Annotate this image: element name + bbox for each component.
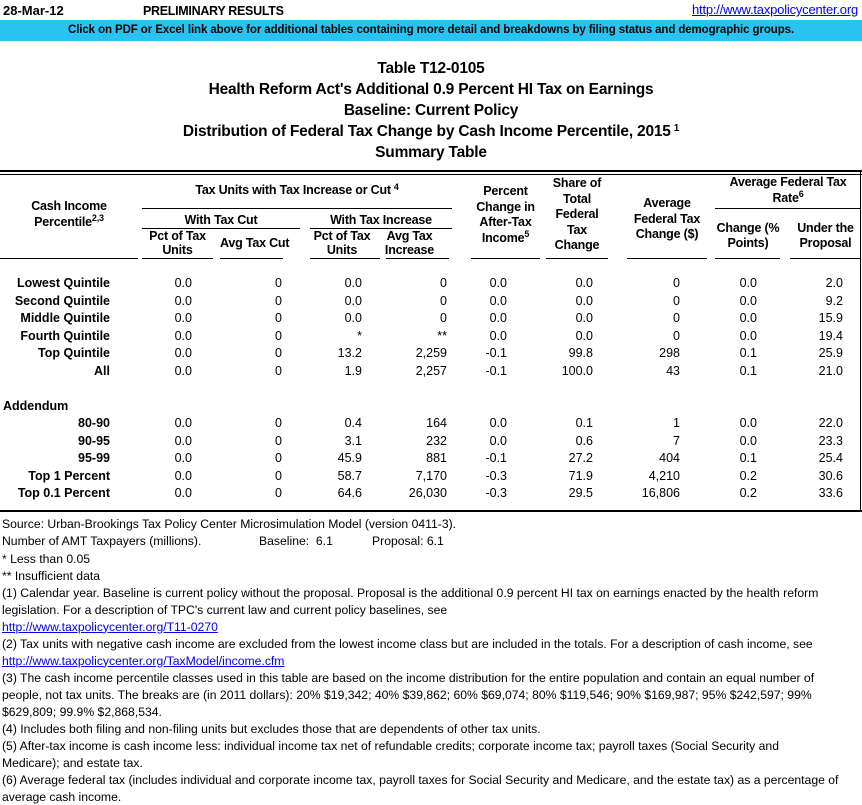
table-row-second-quintile: Second Quintile 0.0 0 0.0 0 0.0 0.0 0 0.0 9.2	[14, 293, 843, 308]
table-row-95-99: 95-99 0.0 0 45.9 881 -0.1 27.2 404 0.1 25.4	[78, 451, 843, 465]
header-underline-c3	[220, 258, 283, 260]
addendum-heading: Addendum	[3, 398, 69, 413]
header-underline-c1	[0, 258, 138, 260]
table-top-border-outer	[0, 170, 862, 172]
table-row-top-quintile: Top Quintile 0.0 0 13.2 2,259 -0.1 99.8 298 0.1…	[38, 346, 843, 360]
table-row-lowest-quintile: Lowest Quintile 0.0 0 0.0 0 0.0 0.0 0 0.0 2.0	[16, 276, 843, 290]
header-group-avg-federal-tax-rate: Average Federal Tax Rate6	[729, 175, 847, 205]
baseline-subtitle: Baseline: Current Policy	[343, 102, 519, 119]
footnote-5-line-1: (5) After-tax income is cash income less…	[2, 738, 779, 753]
table-row-top-01-percent: Top 0.1 Percent 0.0 0 64.6 26,030 -0.3 29.5 16…	[17, 486, 843, 500]
footnote-1-line-2: legislation. For a description of TPC's …	[2, 602, 448, 617]
header-under-the-proposal: Under the Proposal	[797, 221, 854, 250]
header-underline-c6	[471, 258, 540, 260]
header-change-pct-points: Change (% Points)	[716, 221, 780, 250]
footnote-1-line-1: (1) Calendar year. Baseline is current p…	[2, 585, 819, 600]
group-cut-underline	[142, 228, 300, 230]
header-group-with-tax-cut: With Tax Cut	[184, 213, 258, 227]
double-star-note: ** Insufficient data	[2, 568, 101, 583]
table-row-90-95: 90-95 0.0 0 3.1 232 0.0 0.6 7 0.0 23.3	[78, 433, 843, 448]
header-underline-c5	[386, 258, 449, 260]
distribution-subtitle: Distribution of Federal Tax Change by Ca…	[182, 123, 680, 140]
footnote-link-t11-0270[interactable]: http://www.taxpolicycenter.org/T11-0270	[2, 619, 218, 634]
header-underline-c7	[546, 258, 608, 260]
footnote-link-income-cfm[interactable]: http://www.taxpolicycenter.org/TaxModel/…	[2, 653, 285, 668]
group-rate-underline	[715, 208, 861, 210]
table-number: Table T12-0105	[377, 60, 485, 77]
header-underline-c10	[790, 258, 861, 260]
header-underline-c9	[715, 258, 780, 260]
table-title: Health Reform Act's Additional 0.9 Perce…	[208, 81, 654, 98]
header-avg-tax-cut: Avg Tax Cut	[220, 236, 290, 250]
table-top-border-inner	[0, 173, 862, 175]
header-avg-tax-increase: Avg Tax Increase	[384, 229, 435, 257]
header-underline-c8	[627, 258, 707, 260]
star-note: * Less than 0.05	[2, 551, 91, 566]
summary-subtitle: Summary Table	[375, 144, 487, 161]
table-row-80-90: 80-90 0.0 0 0.4 164 0.0 0.1 1 0.0 22.0	[78, 416, 843, 430]
header-group-tax-units: Tax Units with Tax Increase or Cut 4	[195, 181, 399, 198]
footnote-4: (4) Includes both filing and non-filing …	[2, 721, 541, 736]
footnote-6-line-2: average cash income.	[2, 789, 122, 804]
header-underline-c2	[142, 258, 213, 260]
amt-proposal-value: Proposal: 6.1	[372, 534, 444, 548]
table-row-middle-quintile: Middle Quintile 0.0 0 0.0 0 0.0 0.0 0 0.0 15.9	[20, 311, 843, 325]
table-row-fourth-quintile: Fourth Quintile 0.0 0 * ** 0.0 0.0 0 0.0 19.4	[20, 328, 843, 343]
preliminary-results-label: PRELIMINARY RESULTS	[143, 3, 284, 18]
taxpolicycenter-link[interactable]: http://www.taxpolicycenter.org	[692, 2, 858, 17]
table-row-all: All 0.0 0 1.9 2,257 -0.1 100.0 43 0.1 21.0	[94, 363, 843, 378]
footnote-3-line-2: people, not tax units. The breaks are (i…	[2, 687, 812, 702]
footnote-3-line-1: (3) The cash income percentile classes u…	[2, 670, 815, 685]
header-pct-change-after-tax-income: Percent Change in After-Tax Income5	[476, 184, 535, 245]
header-group-with-tax-increase: With Tax Increase	[330, 213, 432, 227]
amt-taxpayers-note: Number of AMT Taxpayers (millions).	[2, 534, 202, 548]
footnote-6-line-1: (6) Average federal tax (includes indivi…	[2, 772, 839, 787]
header-underline-c4	[310, 258, 380, 260]
title-block: Table T12-0105 Health Reform Act's Addit…	[0, 58, 862, 163]
footnote-5-line-2: Medicare); and estate tax.	[2, 755, 143, 770]
header-cash-income-percentile: Cash Income Percentile2,3	[31, 199, 107, 229]
group-increase-underline	[310, 228, 452, 230]
footnote-2: (2) Tax units with negative cash income …	[2, 636, 813, 651]
group-units-underline	[142, 208, 452, 210]
amt-baseline-value: Baseline: 6.1	[259, 534, 333, 548]
header-pct-tax-units-increase: Pct of Tax Units	[313, 229, 371, 257]
notice-banner: Click on PDF or Excel link above for add…	[0, 20, 862, 41]
report-date: 28-Mar-12	[3, 3, 64, 18]
table-row-top-1-percent: Top 1 Percent 0.0 0 58.7 7,170 -0.3 71.9 4,210…	[28, 468, 843, 483]
table-bottom-border	[0, 510, 862, 512]
table-right-border	[859, 170, 861, 512]
source-note: Source: Urban-Brookings Tax Policy Cente…	[2, 517, 457, 531]
header-pct-tax-units-cut: Pct of Tax Units	[149, 229, 206, 257]
header-average-federal-tax-change: Average Federal Tax Change ($)	[633, 196, 701, 241]
footnote-3-line-3: $629,809; 99.9% $2,868,534.	[2, 704, 162, 719]
header-share-total-federal-tax-change: Share of Total Federal Tax Change	[552, 176, 602, 252]
